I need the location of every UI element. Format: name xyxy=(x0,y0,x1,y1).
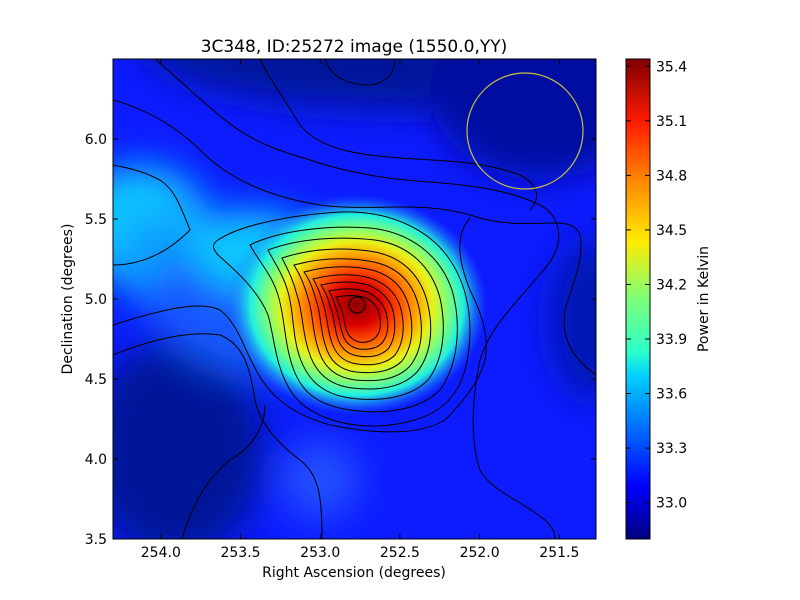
beam-circle xyxy=(466,72,584,190)
y-axis-ticks: 3.5 4.0 4.5 5.0 5.5 6.0 xyxy=(85,132,596,548)
x-tick-label: 251.5 xyxy=(539,545,579,561)
colorbar-tick-label: 33.9 xyxy=(656,332,687,348)
colorbar-tick-label: 35.4 xyxy=(656,59,687,75)
colorbar-tick-label: 34.8 xyxy=(656,168,687,184)
heatmap-plot-area xyxy=(113,59,596,539)
contour-line xyxy=(328,288,389,350)
y-axis-label: Declination (degrees) xyxy=(60,224,76,375)
contour-line xyxy=(348,296,366,314)
contour-line xyxy=(293,258,422,382)
colorbar-tick-label: 34.5 xyxy=(656,223,687,239)
colorbar-ticks: 33.0 33.3 33.6 33.9 34.2 34.5 34.8 35.1 35.4 xyxy=(626,59,687,512)
colorbar-tick-label: 33.0 xyxy=(656,496,687,512)
contour-line xyxy=(259,59,538,211)
source-peak-glow xyxy=(227,195,487,415)
x-tick-label: 253.5 xyxy=(220,545,260,561)
chart-title: 3C348, ID:25272 image (1550.0,YY) xyxy=(201,37,508,57)
contour-line xyxy=(281,248,432,390)
colorbar-tick-label: 33.3 xyxy=(656,441,687,457)
colorbar: 33.0 33.3 33.6 33.9 34.2 34.5 34.8 35.1 35.4 Pow… xyxy=(625,58,712,540)
x-tick-label: 253.0 xyxy=(300,545,340,561)
y-tick-label: 5.5 xyxy=(85,212,107,228)
colorbar-frame xyxy=(625,58,651,540)
colorbar-gradient xyxy=(626,59,650,539)
contour-line xyxy=(320,281,396,358)
colorbar-tick-label: 35.1 xyxy=(656,114,687,130)
x-axis-label: Right Ascension (degrees) xyxy=(262,565,446,581)
x-tick-label: 252.0 xyxy=(460,545,500,561)
contour-line xyxy=(335,295,381,343)
x-tick-label: 254.0 xyxy=(141,545,181,561)
colorbar-tick-label: 34.2 xyxy=(656,277,687,293)
contour-lines xyxy=(113,59,596,539)
y-tick-label: 4.0 xyxy=(85,452,107,468)
contour-line xyxy=(249,226,458,413)
contour-line xyxy=(154,59,560,539)
colorbar-label: Power in Kelvin xyxy=(696,246,712,352)
contour-line xyxy=(113,217,487,433)
contour-line xyxy=(113,99,596,376)
contour-line xyxy=(267,237,444,400)
x-tick-label: 252.5 xyxy=(380,545,420,561)
y-tick-label: 5.0 xyxy=(85,292,107,308)
y-tick-label: 6.0 xyxy=(85,132,107,148)
contour-line xyxy=(312,274,404,366)
contour-line xyxy=(213,211,471,427)
contour-line xyxy=(181,404,266,539)
contour-line xyxy=(324,59,396,86)
y-tick-label: 4.5 xyxy=(85,372,107,388)
contour-line xyxy=(113,333,323,539)
x-axis-ticks: 254.0 253.5 253.0 252.5 252.0 251.5 xyxy=(141,59,579,561)
colorbar-tick-label: 33.6 xyxy=(656,387,687,403)
y-tick-label: 3.5 xyxy=(85,532,107,548)
contour-line xyxy=(303,266,413,374)
contour-line xyxy=(113,164,191,266)
